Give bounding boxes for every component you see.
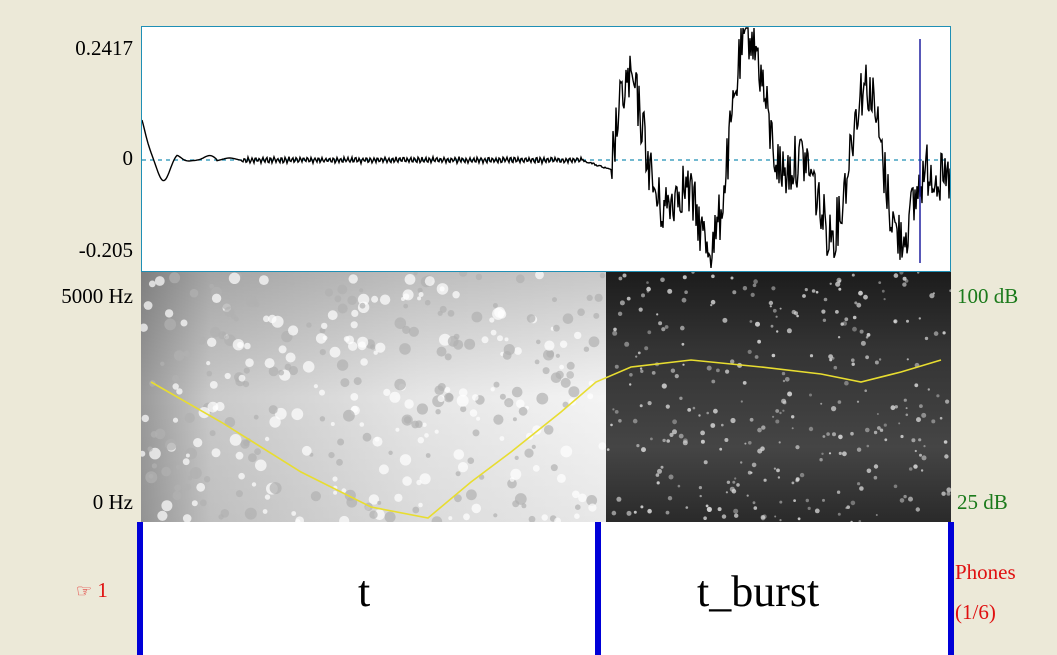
tier-boundary-left[interactable]: [137, 522, 143, 655]
waveform-plot: [142, 27, 950, 268]
intensity-bottom-db-label: 25 dB: [957, 490, 1008, 514]
waveform-zero-label: 0: [122, 146, 134, 170]
tier-name-label: Phones: [955, 560, 1016, 584]
textgrid-tier[interactable]: [141, 522, 951, 655]
intensity-top-db-label: 100 dB: [957, 284, 1019, 308]
spectrogram-panel[interactable]: [141, 272, 951, 522]
tier-boundary-right[interactable]: [948, 522, 954, 655]
waveform-ymin-label: -0.205: [78, 238, 133, 262]
waveform-ymax-label: 0.2417: [75, 36, 133, 60]
spectrogram-bottom-freq-label: 0 Hz: [92, 490, 133, 514]
spectrogram-speckles: [141, 272, 951, 522]
intensity-contour: [150, 359, 942, 519]
tier-position-label: (1/6): [955, 600, 996, 624]
tier-number: 1: [97, 578, 108, 602]
interval-label-t-burst[interactable]: t_burst: [697, 567, 820, 616]
tier-number-label[interactable]: ☞ 1: [76, 578, 108, 603]
interval-label-t[interactable]: t: [358, 567, 371, 616]
waveform-panel[interactable]: [141, 26, 951, 272]
spectrogram-burst-region: [606, 272, 951, 522]
spectrogram-top-freq-label: 5000 Hz: [61, 284, 133, 308]
spectrogram-image: [141, 272, 951, 522]
tier-boundary-middle[interactable]: [595, 522, 601, 655]
waveform-trace: [142, 27, 950, 268]
pointing-hand-icon: ☞: [76, 581, 93, 601]
